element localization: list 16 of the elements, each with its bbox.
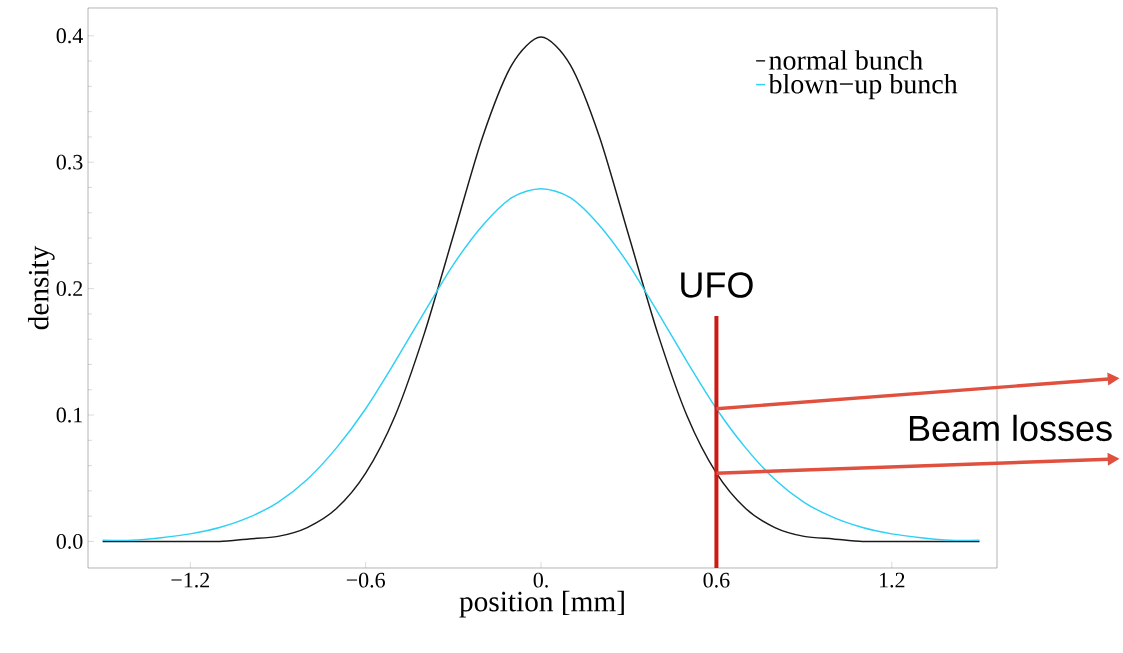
x-tick-label: 0.: [533, 572, 548, 588]
ref-line-label: UFO: [681, 272, 753, 298]
legend-label: blown−up bunch: [768, 73, 958, 100]
x-tick-label: −0.6: [346, 572, 385, 588]
y-tick-label: 0.1: [56, 407, 82, 423]
y-axis-title: density: [27, 245, 55, 330]
legend-label: normal bunch: [769, 50, 923, 70]
x-tick-label: −1.2: [171, 572, 210, 588]
x-tick-label: 1.2: [879, 572, 905, 588]
x-tick-label: 0.6: [703, 572, 730, 588]
y-tick-label: 0.3: [56, 154, 83, 170]
y-tick-label: 0.0: [56, 533, 83, 549]
annotation: Beam losses: [909, 414, 1112, 442]
y-tick-label: 0.2: [56, 281, 83, 297]
y-tick-label: 0.4: [56, 28, 83, 44]
x-axis-title: position [mm]: [459, 590, 624, 618]
